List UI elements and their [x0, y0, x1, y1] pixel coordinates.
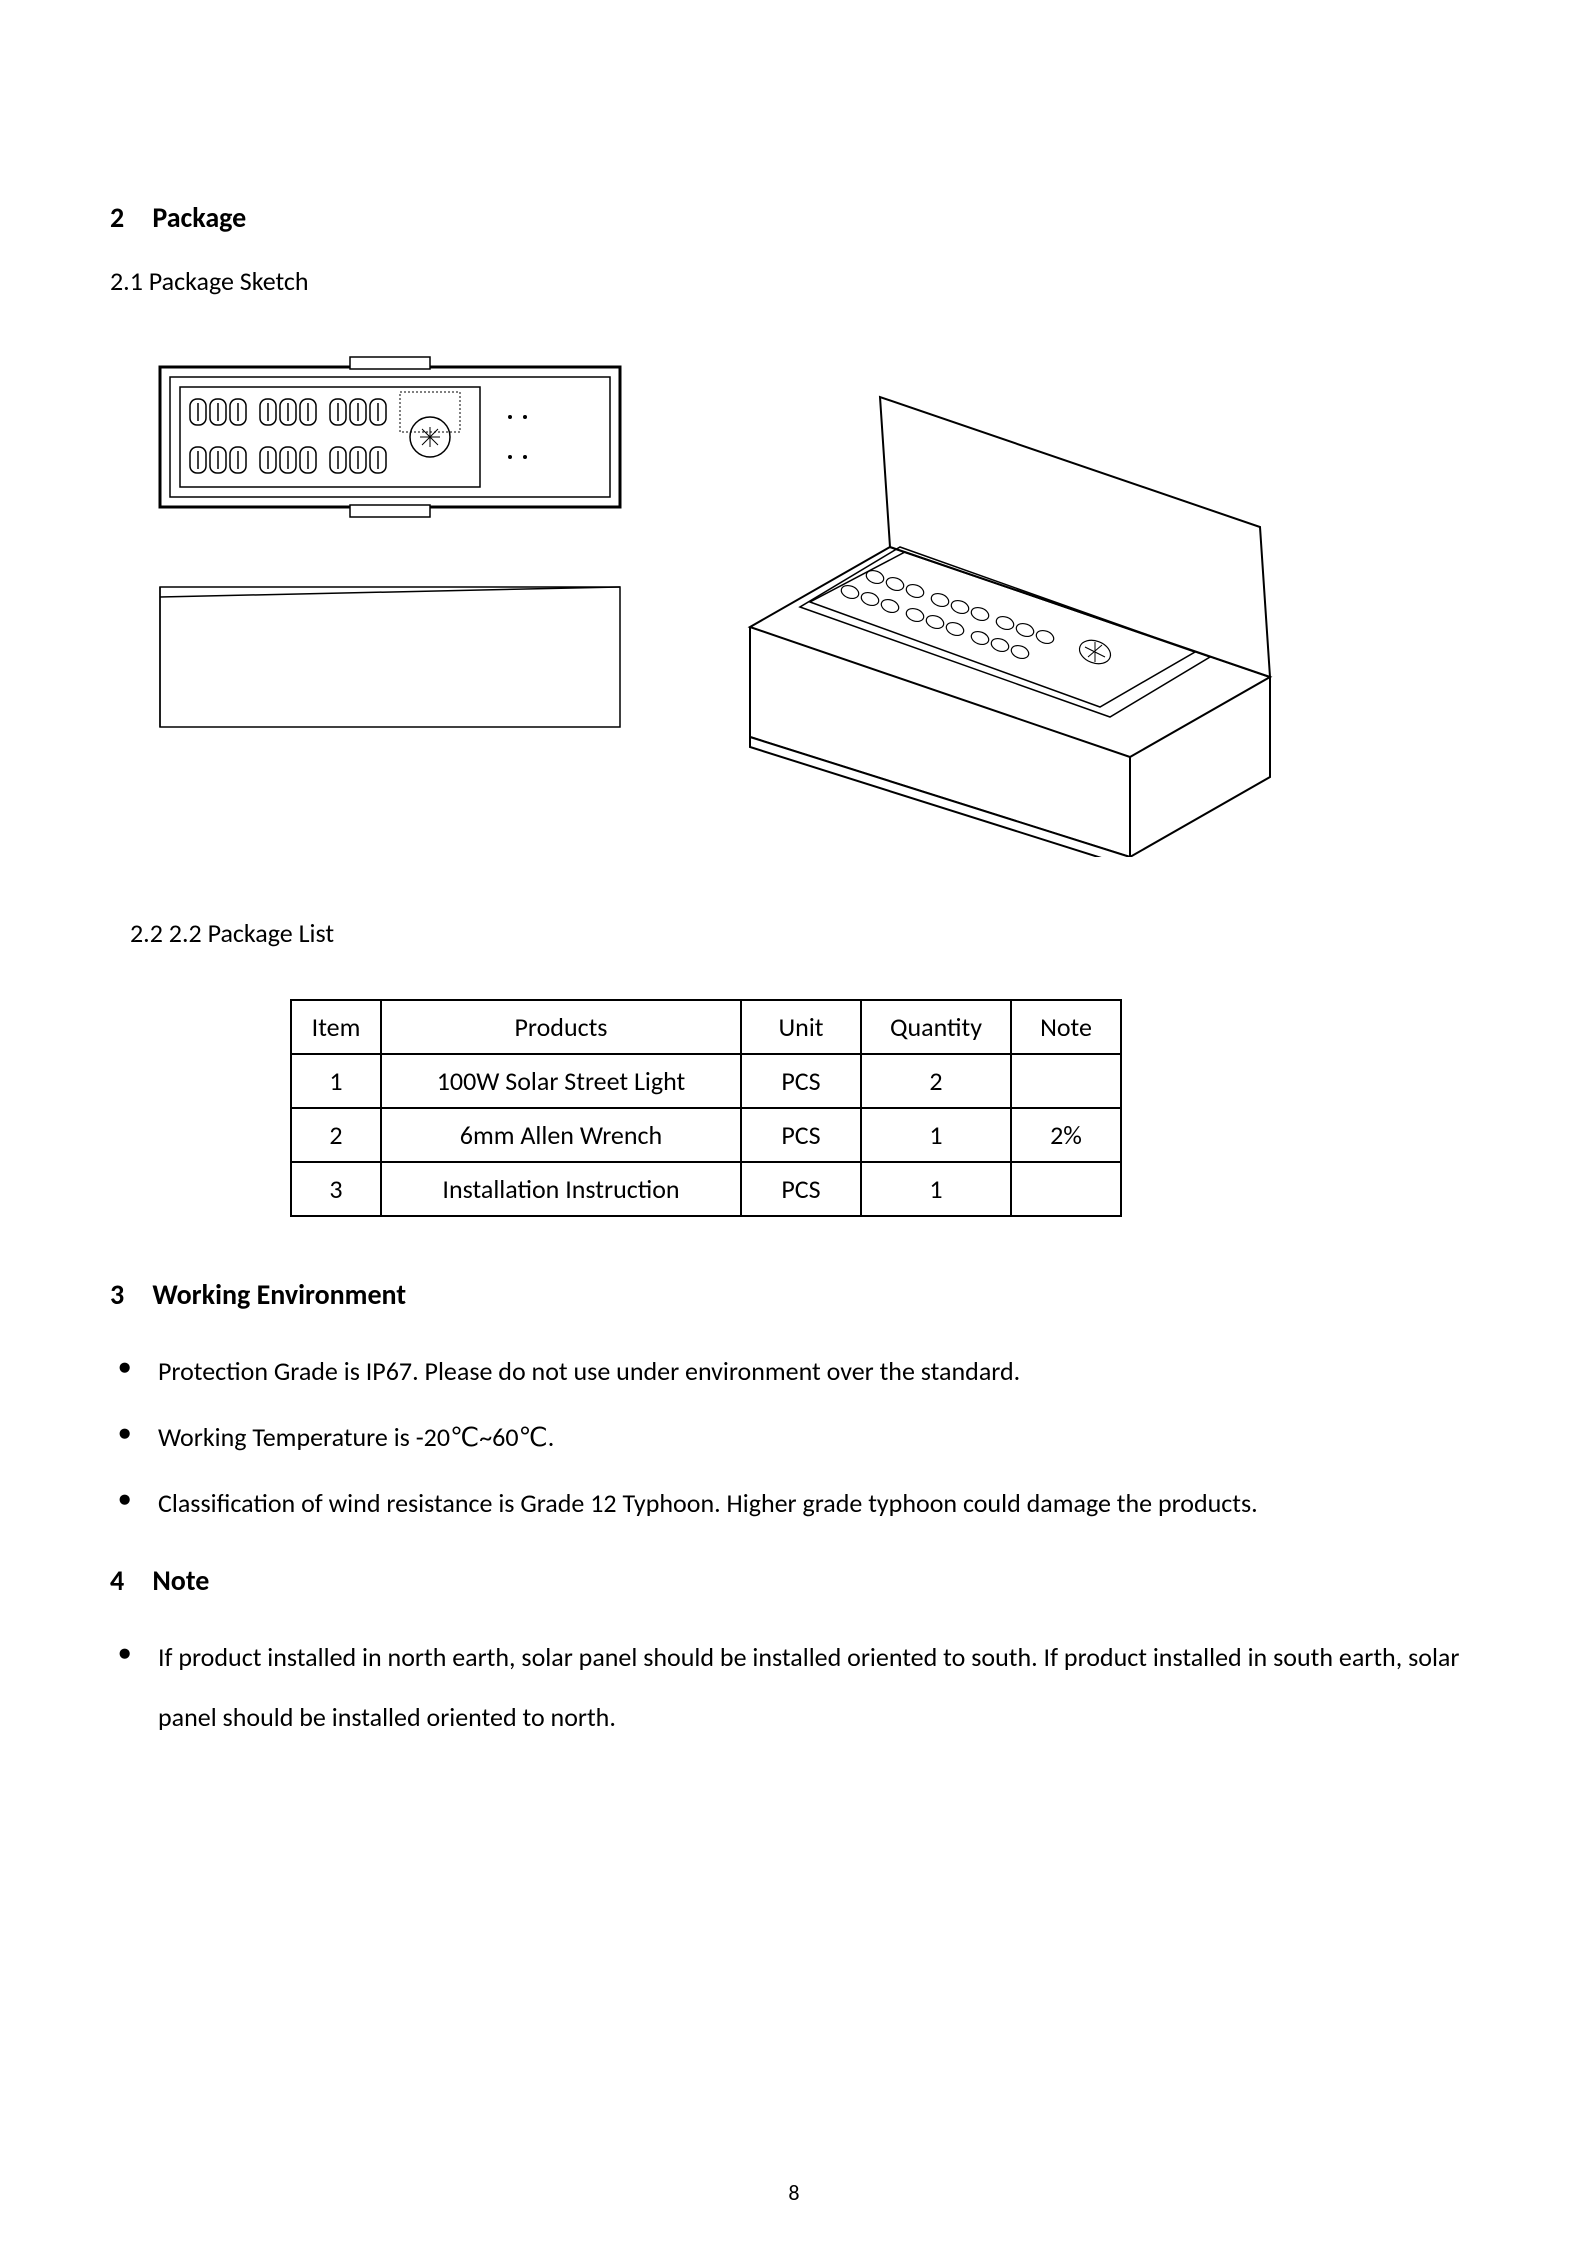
subsection-2-2: 2.2 2.2 Package List	[130, 917, 1478, 949]
cell: 2	[291, 1108, 381, 1162]
col-products: Products	[381, 1000, 741, 1054]
sketch-front-and-side	[150, 337, 630, 757]
package-sketch-row	[150, 337, 1478, 857]
sketch-isometric	[690, 337, 1310, 857]
cell: 6mm Allen Wrench	[381, 1108, 741, 1162]
cell: PCS	[741, 1162, 861, 1216]
cell: 1	[861, 1108, 1011, 1162]
col-unit: Unit	[741, 1000, 861, 1054]
cell: PCS	[741, 1054, 861, 1108]
cell: 1	[291, 1054, 381, 1108]
section-2-title: Package	[152, 200, 246, 235]
cell: 2	[861, 1054, 1011, 1108]
cell: 3	[291, 1162, 381, 1216]
list-item: Protection Grade is IP67. Please do not …	[110, 1342, 1478, 1402]
table-header-row: Item Products Unit Quantity Note	[291, 1000, 1121, 1054]
working-env-list: Protection Grade is IP67. Please do not …	[110, 1342, 1478, 1533]
list-item: Classification of wind resistance is Gra…	[110, 1474, 1478, 1534]
sketch-iso-svg	[690, 337, 1310, 857]
table-row: 1 100W Solar Street Light PCS 2	[291, 1054, 1121, 1108]
subsection-2-1: 2.1 Package Sketch	[110, 265, 1478, 297]
col-note: Note	[1011, 1000, 1121, 1054]
note-list: If product installed in north earth, sol…	[110, 1628, 1478, 1748]
cell: Installation Instruction	[381, 1162, 741, 1216]
section-4-title: Note	[152, 1563, 209, 1598]
cell	[1011, 1054, 1121, 1108]
section-3-heading: 3 Working Environment	[110, 1277, 1478, 1312]
cell: 1	[861, 1162, 1011, 1216]
cell: PCS	[741, 1108, 861, 1162]
page: 2 Package 2.1 Package Sketch	[0, 0, 1588, 2246]
table-row: 2 6mm Allen Wrench PCS 1 2%	[291, 1108, 1121, 1162]
section-2-num: 2	[110, 200, 146, 235]
section-3-num: 3	[110, 1277, 146, 1312]
package-list-table: Item Products Unit Quantity Note 1 100W …	[290, 999, 1122, 1217]
table-row: 3 Installation Instruction PCS 1	[291, 1162, 1121, 1216]
cell	[1011, 1162, 1121, 1216]
section-3-title: Working Environment	[152, 1277, 406, 1312]
sketch-front-svg	[150, 337, 630, 757]
section-2-heading: 2 Package	[110, 200, 1478, 235]
col-item: Item	[291, 1000, 381, 1054]
section-4-num: 4	[110, 1563, 146, 1598]
col-quantity: Quantity	[861, 1000, 1011, 1054]
list-item: Working Temperature is -20℃~60℃.	[110, 1408, 1478, 1468]
list-item: If product installed in north earth, sol…	[110, 1628, 1478, 1748]
cell: 2%	[1011, 1108, 1121, 1162]
page-number: 8	[0, 2179, 1588, 2206]
cell: 100W Solar Street Light	[381, 1054, 741, 1108]
section-4-heading: 4 Note	[110, 1563, 1478, 1598]
